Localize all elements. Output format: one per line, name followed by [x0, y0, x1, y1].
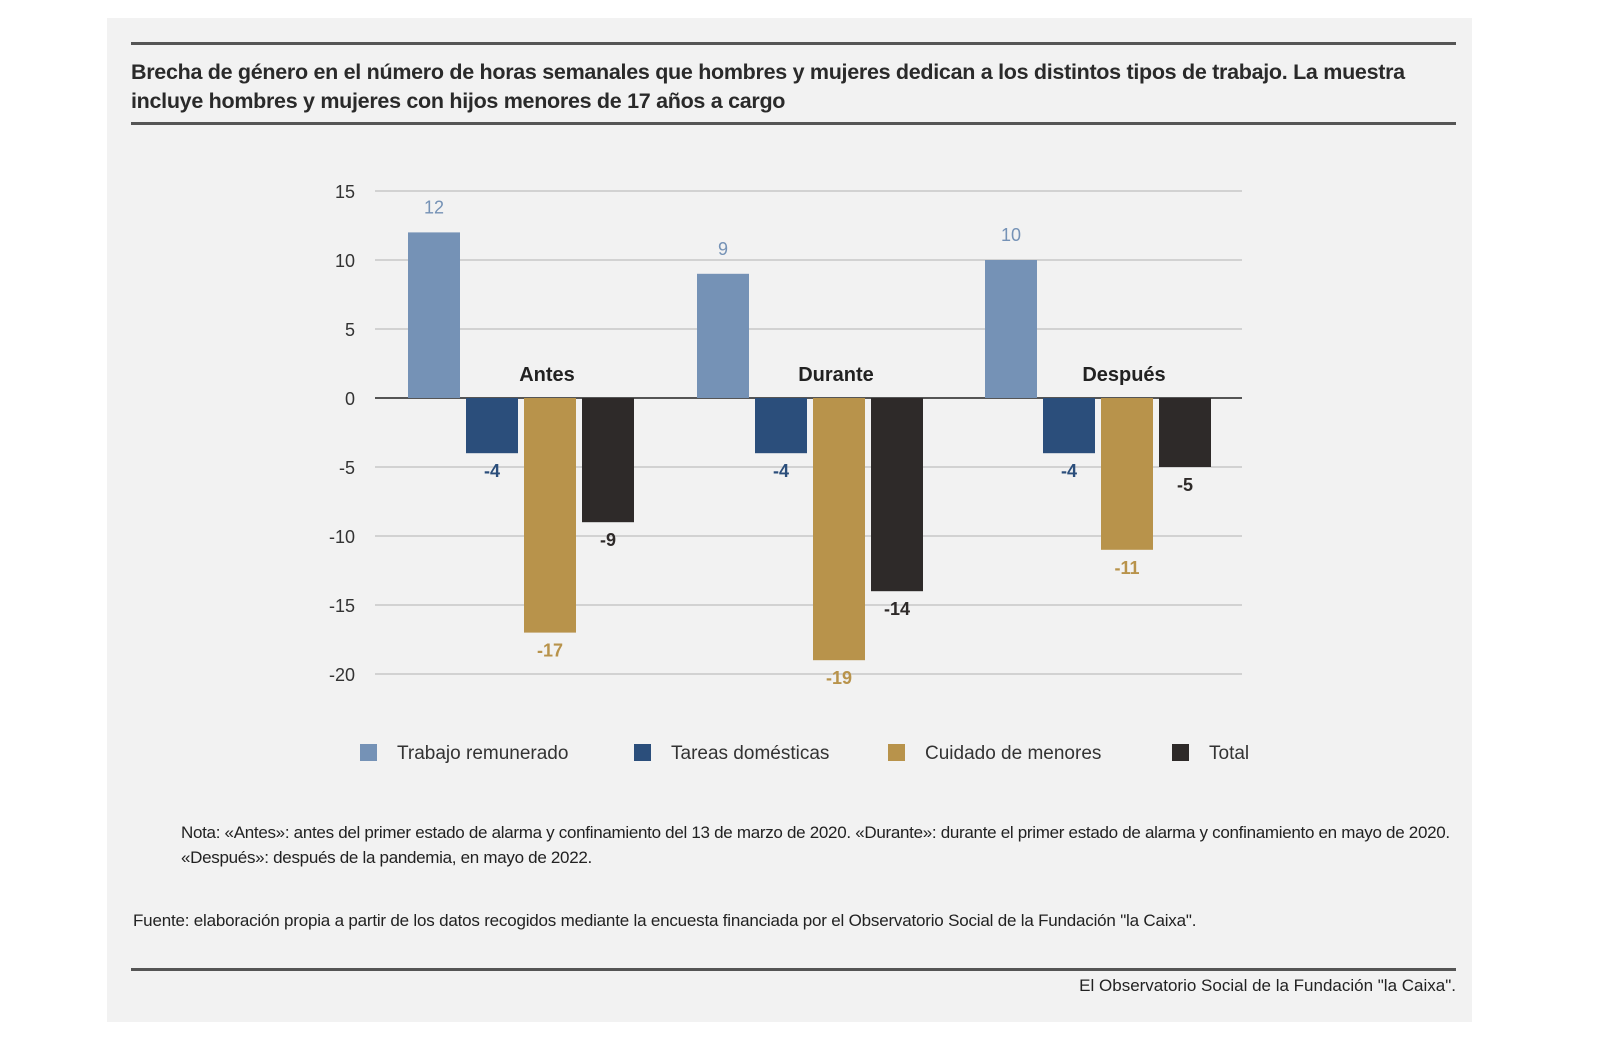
y-tick-label: -10 — [329, 527, 355, 547]
bar-cuidado-de-menores — [1101, 398, 1153, 550]
legend-swatch — [1172, 744, 1189, 761]
chart-credit: El Observatorio Social de la Fundación "… — [1079, 976, 1456, 995]
bar-tareas-domésticas — [1043, 398, 1095, 454]
data-label: -4 — [484, 461, 500, 481]
y-tick-label: 0 — [345, 389, 355, 409]
legend-label: Cuidado de menores — [925, 743, 1101, 764]
chart-note: Nota: «Antes»: antes del primer estado d… — [181, 823, 1450, 867]
bar-cuidado-de-menores — [524, 398, 576, 633]
bottom-rule — [131, 968, 1456, 971]
category-label: Antes — [519, 364, 575, 386]
chart-title: Brecha de género en el número de horas s… — [131, 60, 1405, 113]
data-label: -14 — [884, 599, 910, 619]
data-label: -4 — [773, 461, 789, 481]
bar-tareas-domésticas — [466, 398, 518, 454]
legend-swatch — [634, 744, 651, 761]
data-label: 10 — [1001, 225, 1021, 245]
y-tick-label: -15 — [329, 596, 355, 616]
title-rule — [131, 122, 1456, 125]
bar-trabajo-remunerado — [408, 232, 460, 398]
data-label: -11 — [1114, 558, 1139, 578]
legend-swatch — [888, 744, 905, 761]
legend-label: Tareas domésticas — [671, 743, 829, 764]
bar-tareas-domésticas — [755, 398, 807, 454]
top-rule — [131, 42, 1456, 45]
bar-cuidado-de-menores — [813, 398, 865, 661]
data-label: -19 — [826, 668, 852, 688]
data-label: -4 — [1061, 461, 1077, 481]
data-label: -5 — [1177, 475, 1193, 495]
data-label: -9 — [600, 530, 616, 550]
y-tick-label: 15 — [335, 182, 355, 202]
data-label: -17 — [537, 641, 563, 661]
data-label: 9 — [718, 239, 728, 259]
bar-trabajo-remunerado — [697, 273, 749, 398]
category-label: Después — [1082, 364, 1165, 386]
chart-card — [107, 18, 1472, 1022]
category-label: Durante — [798, 364, 874, 386]
bar-total — [1159, 398, 1211, 467]
bar-total — [582, 398, 634, 523]
y-tick-label: -20 — [329, 665, 355, 685]
y-tick-label: 10 — [335, 251, 355, 271]
y-tick-label: 5 — [345, 320, 355, 340]
chart-source: Fuente: elaboración propia a partir de l… — [133, 911, 1197, 930]
legend-swatch — [360, 744, 377, 761]
legend-label: Total — [1209, 743, 1249, 764]
bar-trabajo-remunerado — [985, 260, 1037, 398]
y-tick-label: -5 — [339, 458, 355, 478]
legend-label: Trabajo remunerado — [397, 743, 568, 764]
data-label: 12 — [424, 197, 444, 217]
bar-total — [871, 398, 923, 592]
